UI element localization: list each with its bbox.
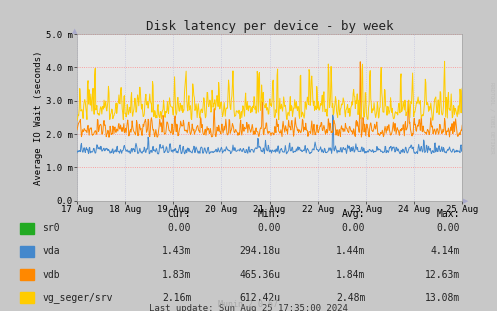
Text: 13.08m: 13.08m [424,293,460,303]
Text: ▲: ▲ [73,28,78,34]
Text: 612.42u: 612.42u [240,293,281,303]
Text: 12.63m: 12.63m [424,270,460,280]
Text: Last update: Sun Aug 25 17:35:00 2024: Last update: Sun Aug 25 17:35:00 2024 [149,304,348,311]
Text: 0.00: 0.00 [168,223,191,233]
Text: 0.00: 0.00 [257,223,281,233]
FancyBboxPatch shape [20,223,34,234]
Text: Max:: Max: [436,209,460,220]
Text: 1.43m: 1.43m [162,246,191,256]
FancyBboxPatch shape [20,246,34,257]
Text: 0.00: 0.00 [436,223,460,233]
Text: vda: vda [42,246,60,256]
Text: Avg:: Avg: [342,209,365,220]
Text: 1.84m: 1.84m [336,270,365,280]
Text: vg_seger/srv: vg_seger/srv [42,292,113,303]
Text: Cur:: Cur: [168,209,191,220]
Text: Min:: Min: [257,209,281,220]
Text: 4.14m: 4.14m [430,246,460,256]
Text: 1.83m: 1.83m [162,270,191,280]
Text: Munin 2.0.67: Munin 2.0.67 [219,300,278,309]
Text: 0.00: 0.00 [342,223,365,233]
Text: vdb: vdb [42,270,60,280]
FancyBboxPatch shape [20,292,34,303]
Y-axis label: Average IO Wait (seconds): Average IO Wait (seconds) [34,50,43,185]
Text: 294.18u: 294.18u [240,246,281,256]
FancyBboxPatch shape [20,269,34,280]
Text: 2.16m: 2.16m [162,293,191,303]
Title: Disk latency per device - by week: Disk latency per device - by week [146,20,393,33]
Text: 465.36u: 465.36u [240,270,281,280]
Text: ▶: ▶ [463,198,468,204]
Text: RRDTOOL / TOBI OETIKER: RRDTOOL / TOBI OETIKER [490,82,495,154]
Text: 1.44m: 1.44m [336,246,365,256]
Text: 2.48m: 2.48m [336,293,365,303]
Text: sr0: sr0 [42,223,60,233]
